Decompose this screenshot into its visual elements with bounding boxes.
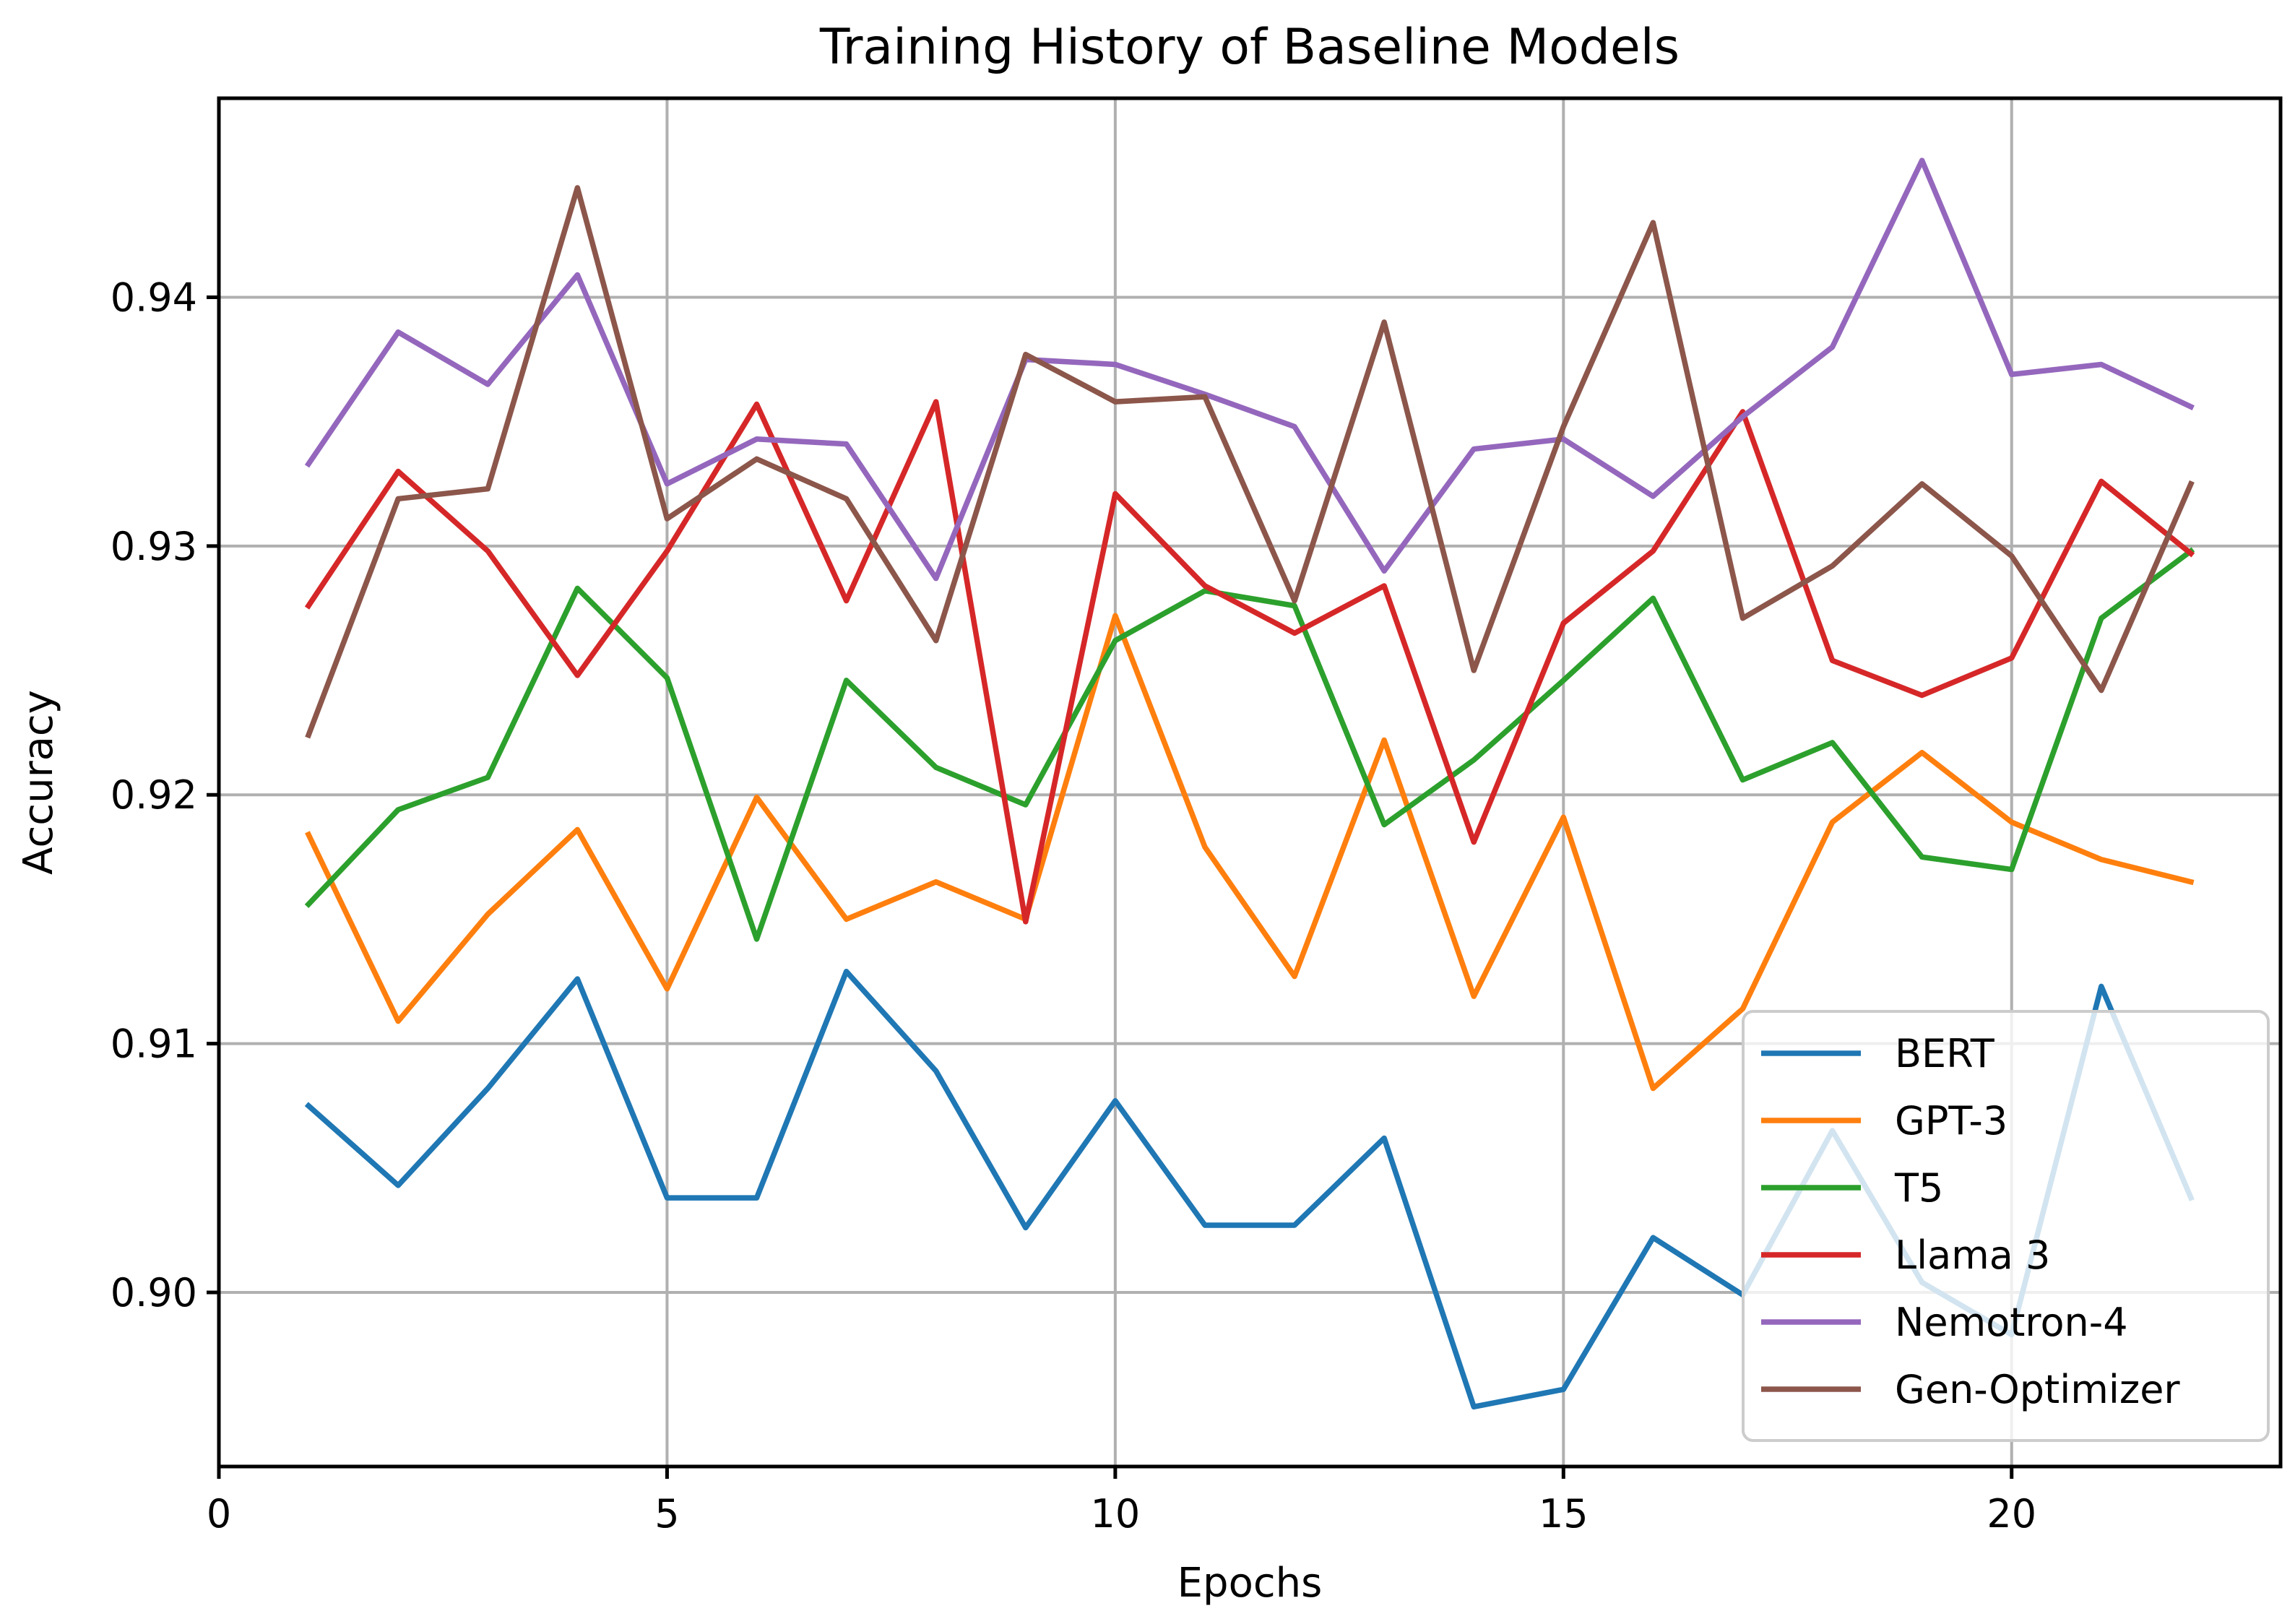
series-line-gpt-3 bbox=[305, 613, 2195, 1092]
series-line-llama-3 bbox=[304, 399, 2195, 925]
x-tick-label: 15 bbox=[1539, 1491, 1589, 1537]
x-tick-label: 0 bbox=[207, 1491, 231, 1537]
legend-label-nemotron-4: Nemotron-4 bbox=[1895, 1300, 2128, 1345]
legend-box bbox=[1742, 1010, 2270, 1442]
y-axis-label: Accuracy bbox=[15, 690, 62, 875]
series-line-t5 bbox=[304, 547, 2195, 942]
y-tick-label: 0.90 bbox=[111, 1270, 197, 1316]
series-lines bbox=[304, 157, 2195, 1410]
y-tick-label: 0.92 bbox=[111, 772, 197, 818]
x-tick-label: 10 bbox=[1091, 1491, 1141, 1537]
chart-title: Training History of Baseline Models bbox=[819, 19, 1680, 76]
y-tick-label: 0.94 bbox=[111, 275, 197, 320]
y-tick-label: 0.91 bbox=[111, 1022, 197, 1067]
x-axis-label: Epochs bbox=[1177, 1560, 1323, 1607]
x-tick-label: 20 bbox=[1987, 1491, 2036, 1537]
legend-label-llama-3: Llama 3 bbox=[1895, 1232, 2050, 1278]
legend-label-t5: T5 bbox=[1894, 1165, 1943, 1211]
x-tick-label: 5 bbox=[654, 1491, 679, 1537]
y-tick-label: 0.93 bbox=[111, 524, 197, 569]
series-line-nemotron-4 bbox=[304, 157, 2195, 582]
legend-label-gen-optimizer: Gen-Optimizer bbox=[1895, 1367, 2180, 1412]
series-line-gen-optimizer bbox=[305, 185, 2195, 739]
plot-frame bbox=[217, 96, 2283, 1469]
axis-ticks: 0 5 10 15 20 0.90 0.91 0.92 0.93 0.94 bbox=[111, 275, 2036, 1537]
legend-label-gpt-3: GPT-3 bbox=[1895, 1098, 2007, 1144]
legend: BERT GPT-3 T5 Llama 3 Nemotron-4 Gen-Optimize… bbox=[1742, 1010, 2270, 1442]
legend-label-bert: BERT bbox=[1895, 1031, 1995, 1076]
